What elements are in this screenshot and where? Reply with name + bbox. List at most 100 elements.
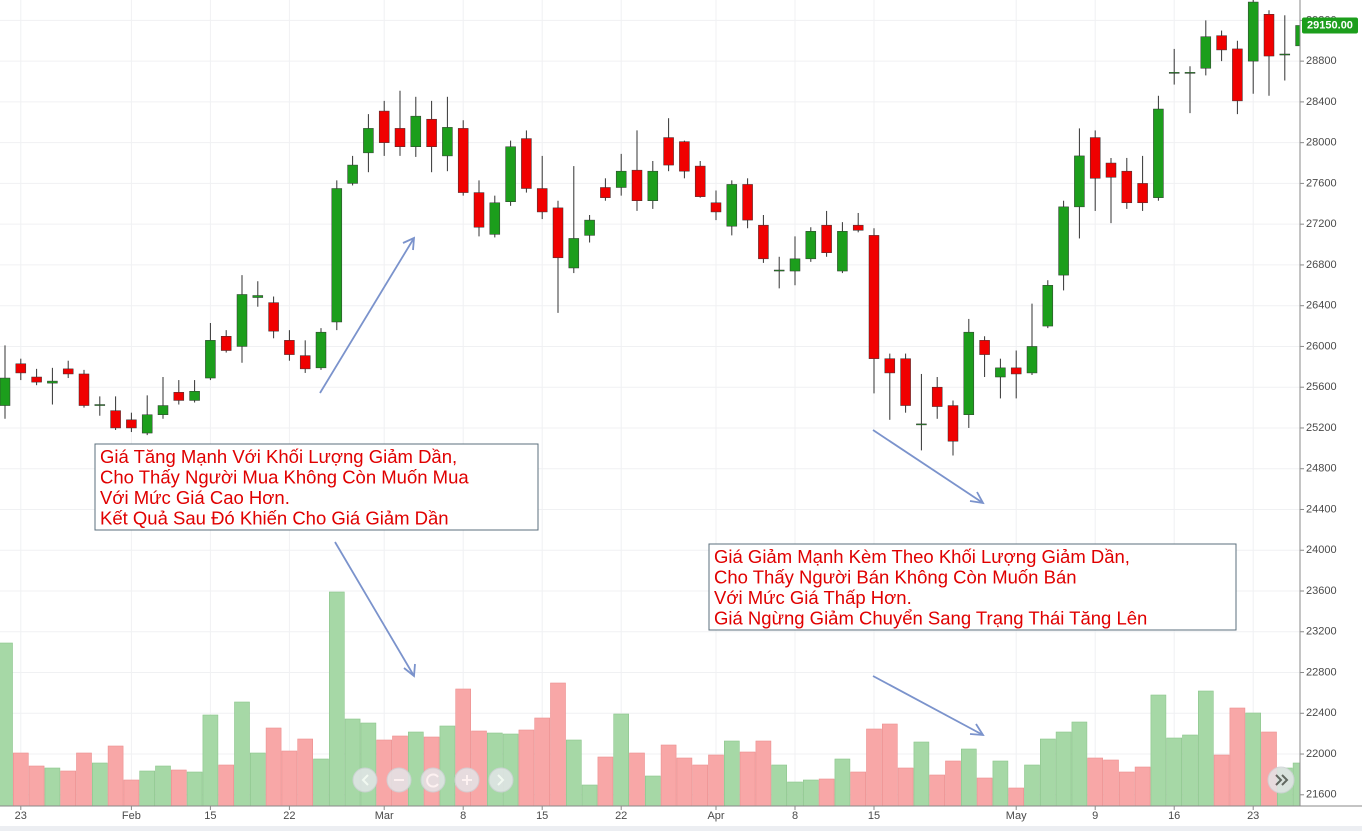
candle-body <box>600 187 611 198</box>
volume-bar <box>155 765 171 806</box>
volume-bar <box>471 730 487 806</box>
arrow <box>334 541 415 677</box>
candle-body <box>947 405 959 442</box>
candle-body <box>710 202 722 213</box>
candle-body <box>205 340 216 379</box>
annotations: Giá Tăng Mạnh Với Khối Lượng Giảm Dần,Ch… <box>94 443 1237 631</box>
volume-bar <box>250 752 266 806</box>
axes: 21600 22000 22400 22800 23200 23600 24000 24400… <box>15 14 1337 822</box>
candle-body <box>773 269 785 272</box>
volume-bar <box>834 758 851 806</box>
candle-body <box>1058 206 1069 276</box>
annotation-text: Với Mức Giá Thấp Hơn. <box>714 587 912 608</box>
candle-body <box>426 118 437 147</box>
arrow <box>872 429 984 504</box>
y-tick-label: 24000 <box>1306 544 1337 556</box>
candle-body <box>473 192 485 228</box>
volume-bar <box>202 714 219 806</box>
volume-bar <box>913 741 930 806</box>
candle-body <box>157 405 169 415</box>
volume-bar <box>1119 771 1135 806</box>
volume-bar <box>518 729 535 806</box>
volume-bar <box>992 760 1009 806</box>
y-tick-label: 28400 <box>1306 96 1337 108</box>
candle-body <box>1042 285 1054 327</box>
candle-body <box>615 170 627 188</box>
candle-body <box>931 386 943 407</box>
y-tick-label: 27200 <box>1306 218 1337 230</box>
y-tick-label: 26400 <box>1306 300 1337 312</box>
x-tick-label: Feb <box>122 810 141 822</box>
candle-body <box>1010 367 1022 375</box>
candle-body <box>489 202 501 235</box>
candle-body <box>916 423 927 426</box>
candle-body <box>284 340 295 355</box>
scroll-left-button[interactable] <box>352 767 378 793</box>
volume-bar <box>676 757 693 806</box>
candle-body <box>1074 155 1085 208</box>
candle-body <box>141 414 153 434</box>
volume-bar <box>123 779 140 806</box>
candle-body <box>837 231 848 272</box>
volume-bar <box>771 764 788 806</box>
volume-bar <box>881 723 898 806</box>
candle-body <box>62 368 74 375</box>
x-tick-label: 8 <box>460 810 466 822</box>
candle-body <box>442 127 453 157</box>
candle-body <box>868 235 880 359</box>
annotation-text: Giá Tăng Mạnh Với Khối Lượng Giảm Dần, <box>100 446 457 467</box>
y-tick-label: 22400 <box>1306 707 1337 719</box>
x-tick-label: 23 <box>1247 810 1259 822</box>
arrow-head <box>403 663 416 678</box>
y-tick-label: 24800 <box>1306 463 1337 475</box>
candle-body <box>1026 346 1038 374</box>
volume-bar <box>802 779 819 806</box>
volume-bar <box>1024 764 1040 806</box>
volume-bar <box>360 722 377 806</box>
candle-body <box>1089 137 1101 179</box>
bottom-strip <box>0 826 1362 831</box>
candle-body <box>31 376 42 383</box>
x-tick-label: 8 <box>792 810 798 822</box>
volume-bar <box>660 744 677 806</box>
volume-bar <box>139 770 155 806</box>
annotation-box <box>94 443 539 531</box>
y-tick-label: 21600 <box>1306 789 1337 801</box>
scroll-right-button[interactable] <box>488 767 514 793</box>
arrow <box>319 237 415 394</box>
x-tick-label: 15 <box>536 810 548 822</box>
volume-bar <box>265 727 282 806</box>
volume-bar <box>1229 707 1246 806</box>
candle-body <box>347 164 358 184</box>
annotation-box <box>708 543 1237 631</box>
reset-button[interactable] <box>420 767 446 793</box>
annotation-text: Với Mức Giá Cao Hơn. <box>100 487 290 508</box>
candle-body <box>1121 170 1133 204</box>
candle-body <box>584 219 595 236</box>
annotation-text: Kết Quả Sau Đó Khiến Cho Giá Giảm Dần <box>100 508 449 529</box>
arrow-head <box>402 236 416 251</box>
volume-bar <box>565 739 582 806</box>
volume-bar <box>644 775 661 806</box>
volume-bar <box>171 769 187 806</box>
candle-body <box>1200 36 1212 69</box>
candle-body <box>789 258 801 272</box>
y-tick-label: 28000 <box>1306 137 1337 149</box>
volume-bar <box>1103 759 1119 806</box>
volume-bar <box>976 777 993 806</box>
volume-bar <box>313 758 329 806</box>
volume-bar <box>1182 734 1198 806</box>
volume-bar <box>92 762 108 806</box>
y-tick-label: 24400 <box>1306 503 1337 515</box>
candle-body <box>1105 162 1117 178</box>
candle-body <box>805 231 817 260</box>
annotation-text: Giá Ngừng Giảm Chuyển Sang Trạng Thái Tă… <box>714 608 1147 629</box>
candle-body <box>505 146 516 203</box>
volume-bar <box>1134 766 1151 806</box>
candle-body <box>378 110 390 143</box>
volume-bar <box>328 591 345 806</box>
candle-body <box>631 169 643 201</box>
candle-body <box>331 188 343 323</box>
x-tick-label: 22 <box>615 810 627 822</box>
